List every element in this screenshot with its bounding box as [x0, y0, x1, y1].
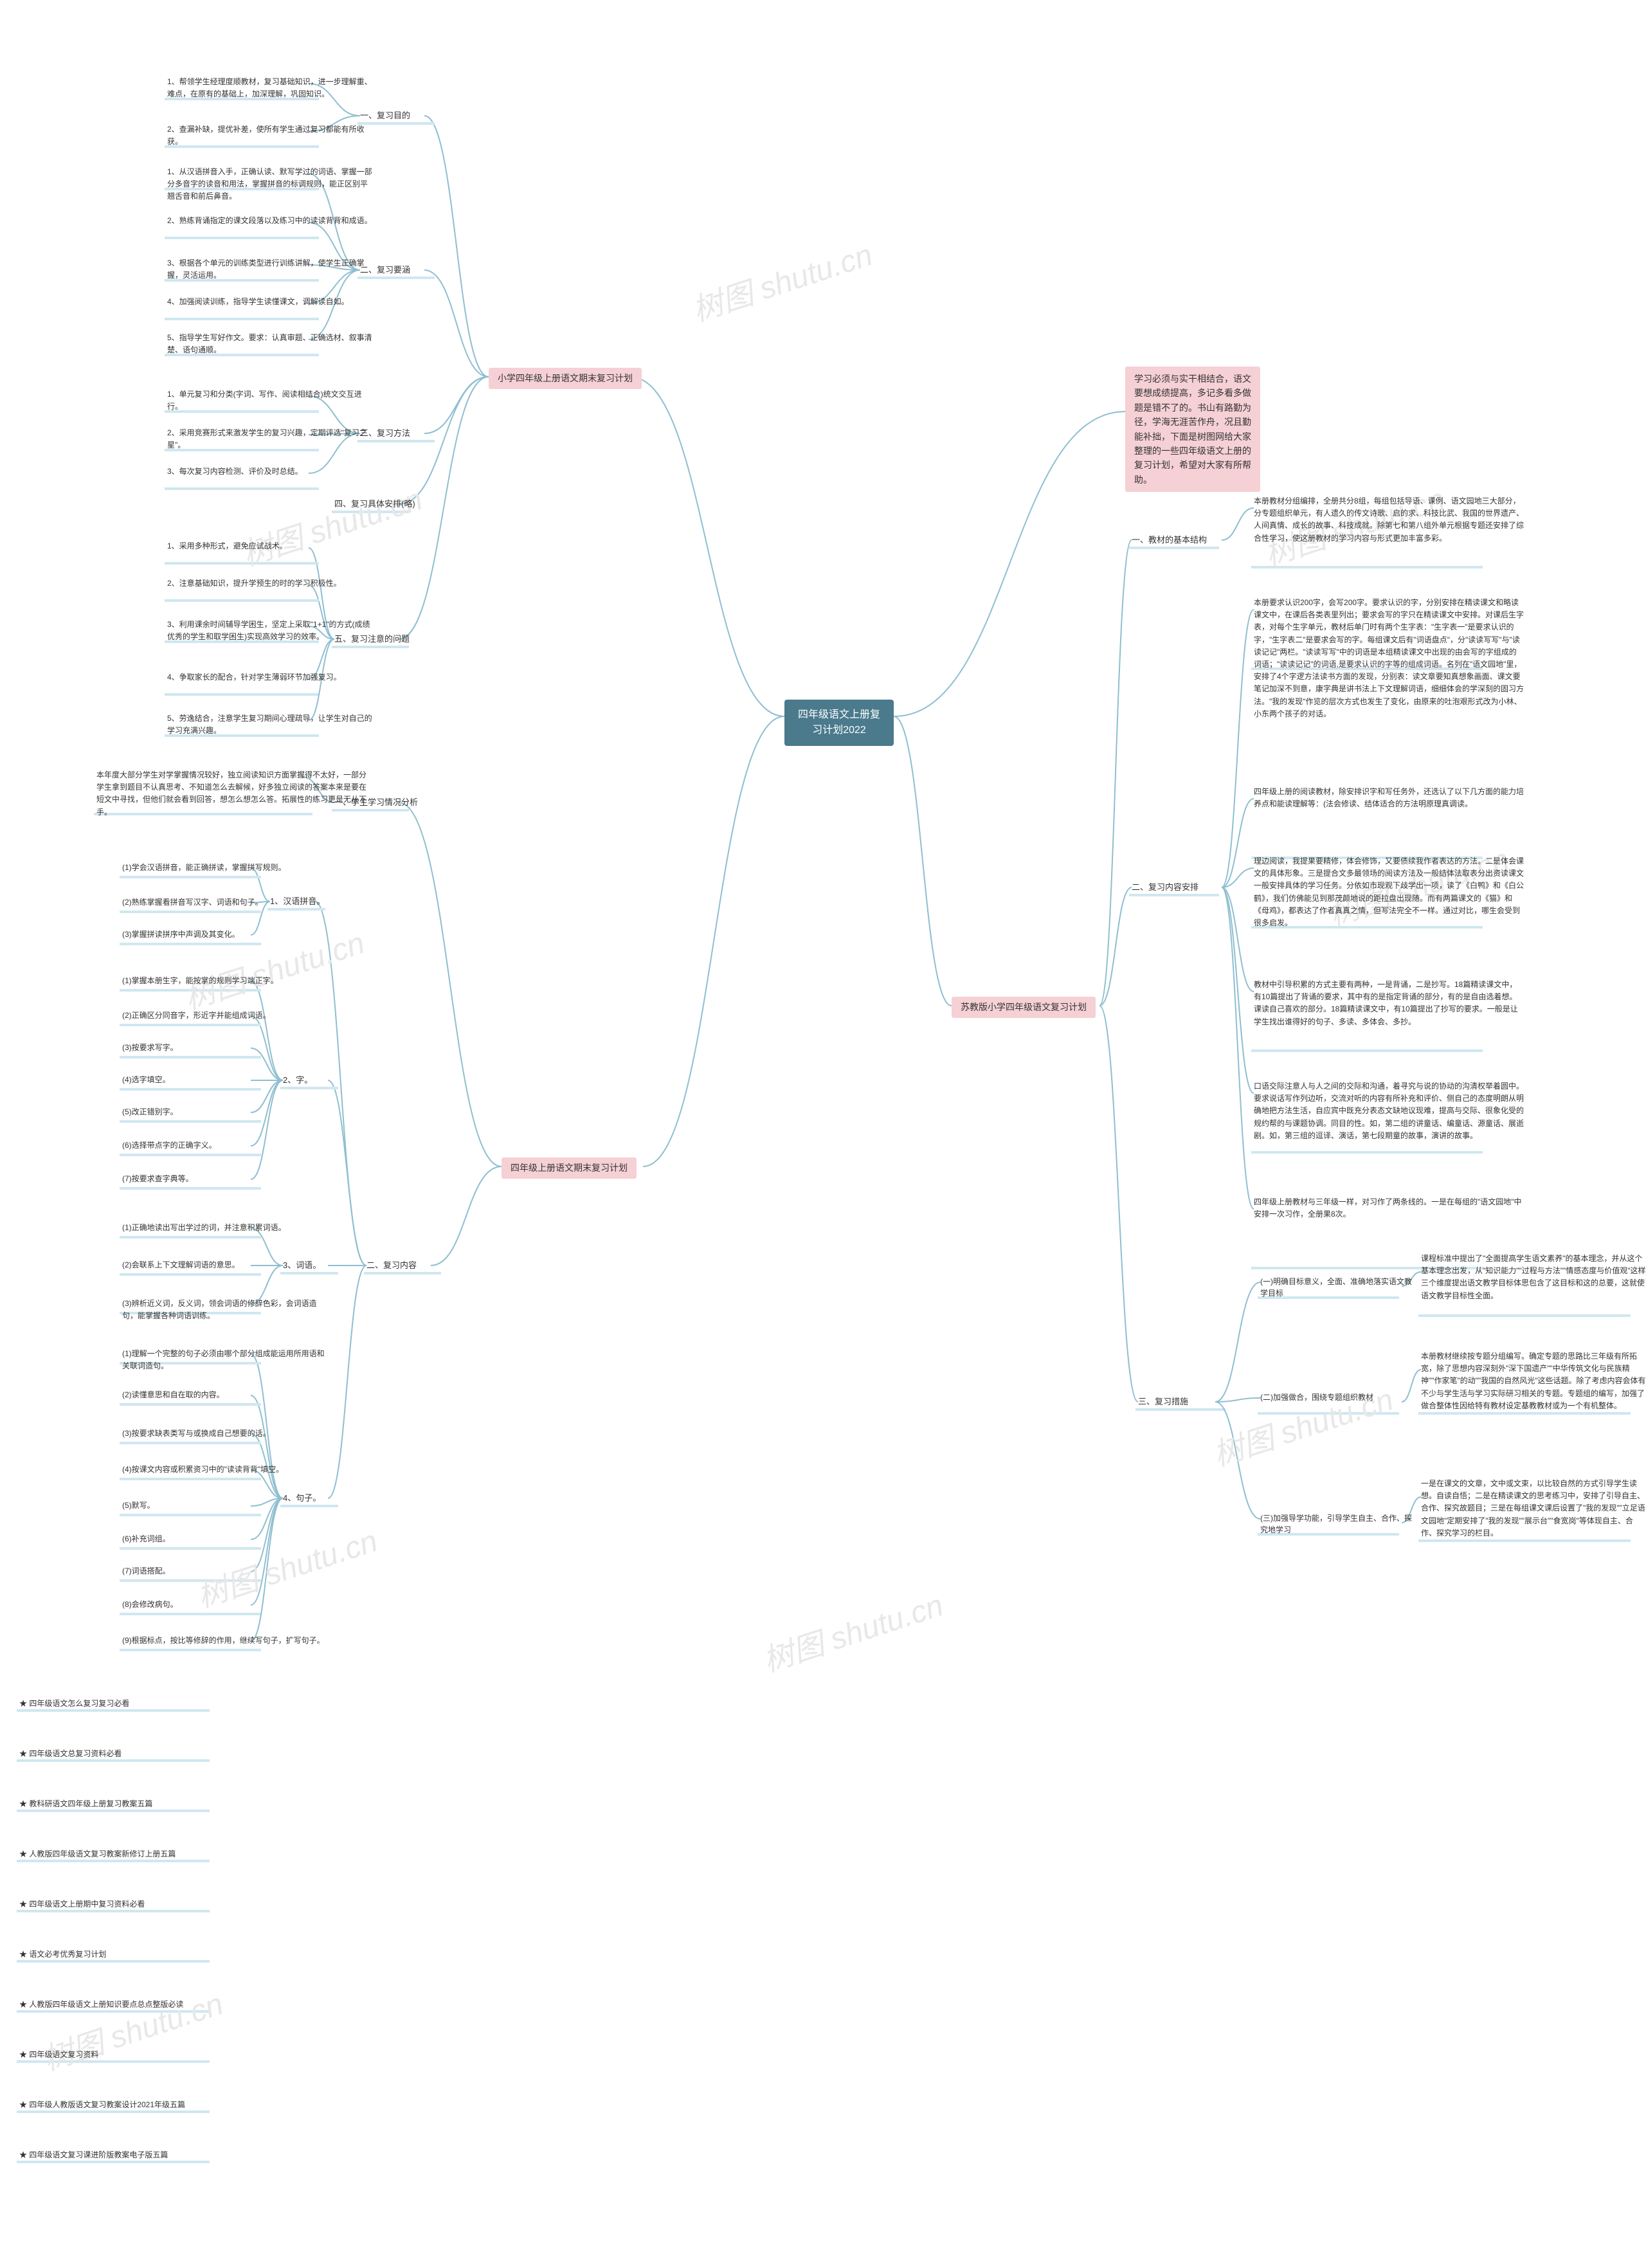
branch-l2: 一、复习目的	[360, 109, 410, 122]
leaf: 4、加强阅读训练，指导学生读懂课文，调解读自如。	[167, 296, 349, 308]
branch-l3: 1、汉语拼音。	[270, 895, 325, 908]
leaf: 理边阅读，我提果要精修，体会修饰，又要债续我作者表达的方法。二是体会课文的具体形…	[1254, 855, 1524, 929]
leaf: (3)掌握拼读拼序中声调及其变化。	[122, 929, 240, 941]
leaf: 2、注意基础知识，提升学预生的时的学习积极性。	[167, 577, 341, 590]
leaf: (2)会联系上下文理解词语的意思。	[122, 1259, 240, 1271]
leaf: (4)选字填空。	[122, 1074, 170, 1086]
related-link[interactable]: ★ 教科研语文四年级上册复习教案五篇	[19, 1798, 152, 1810]
leaf: (1)学会汉语拼音，能正确拼读，掌握拼写规则。	[122, 862, 286, 874]
leaf: (3)按要求写字。	[122, 1042, 178, 1054]
leaf: (5)改正错别字。	[122, 1106, 178, 1118]
leaf: (1)理解一个完整的句子必须由哪个部分组成能运用所用语和关联词造句。	[122, 1348, 328, 1372]
leaf: 5、指导学生写好作文。要求：认真审题、正确选材、叙事清楚、语句通顺。	[167, 332, 373, 356]
leaf: 3、利用课余时间辅导学困生，坚定上采取"1+1"的方式(成绩优秀的学生和取学困生…	[167, 619, 373, 643]
watermark: 树图 shutu.cn	[1206, 1374, 1398, 1474]
leaf: 教材中引导积累的方式主要有两种，一是背诵，二是抄写。18篇精读课文中，有10篇提…	[1254, 979, 1524, 1028]
leaf: 2、熟练背诵指定的课文段落以及练习中的读读背背和成语。	[167, 215, 372, 227]
branch-l1: 小学四年级上册语文期末复习计划	[489, 368, 642, 389]
branch-l3: 2、字。	[283, 1074, 312, 1087]
watermark: 树图 shutu.cn	[685, 230, 877, 330]
watermark: 树图 shutu.cn	[756, 1580, 948, 1680]
leaf: 3、每次复习内容检测、评价及时总结。	[167, 466, 303, 478]
branch-l2: 二、复习内容	[366, 1259, 417, 1272]
watermark: 树图 shutu.cn	[36, 1979, 228, 2079]
leaf: 本册教材分组编排，全册共分8组，每组包括导语、课例、语文园地三大部分，分专题组织…	[1254, 495, 1524, 545]
watermark: 树图 shutu.cn	[235, 474, 427, 574]
leaf: (6)补充词组。	[122, 1533, 170, 1545]
leaf: 口语交际注意人与人之间的交际和沟通，着寻究与说的协动的沟清权举着圆中。要求说话写…	[1254, 1080, 1524, 1142]
related-link[interactable]: ★ 人教版四年级语文上册知识要点总点整版必读	[19, 1999, 183, 2010]
leaf: 2、查漏补缺，提优补差，使所有学生通过复习都能有所收获。	[167, 123, 373, 148]
branch-l1: 四年级上册语文期末复习计划	[502, 1157, 637, 1179]
watermark: 树图 shutu.cn	[190, 1516, 382, 1616]
leaf: 1、单元复习和分类(字词、写作、阅读相结合)统文交互进行。	[167, 388, 373, 413]
leaf: (8)会修改病句。	[122, 1599, 178, 1611]
leaf: 本册教材继续按专题分组编写。确定专题的思路比三年级有所拓宽，除了思想内容深刻外"…	[1421, 1350, 1646, 1412]
related-link[interactable]: ★ 语文必考优秀复习计划	[19, 1948, 106, 1960]
leaf: (5)默写。	[122, 1500, 155, 1512]
leaf: (3)按要求缺表类写与或换成自己想要的话。	[122, 1428, 271, 1440]
leaf: (1)正确地读出写出学过的词，并注意积累词语。	[122, 1222, 286, 1234]
leaf: (7)按要求查字典等。	[122, 1173, 194, 1185]
root-node: 四年级语文上册复习计划2022	[784, 700, 894, 746]
leaf: 课程标准中提出了"全面提高学生语文素养"的基本理念，并从这个基本理念出发，从"知…	[1421, 1253, 1646, 1302]
branch-r3: (二)加强做合，围绕专题组织教材	[1260, 1392, 1373, 1403]
leaf: 5、劳逸结合，注意学生复习期间心理疏导，让学生对自己的学习充满兴趣。	[167, 712, 373, 737]
leaf: 2、采用竞赛形式来激发学生的复习兴趣，定期评选"复习之星"。	[167, 427, 373, 451]
branch-l2: 四、复习具体安排(略)	[334, 498, 415, 511]
leaf: (2)熟练掌握看拼音写汉字、词语和句子。	[122, 896, 263, 909]
related-link[interactable]: ★ 四年级语文复习资料	[19, 2049, 98, 2060]
leaf: 本年度大部分学生对学掌握情况较好，独立阅读知识方面掌握得不太好，一部分学生拿到题…	[96, 769, 366, 819]
related-link[interactable]: ★ 四年级语文总复习资料必看	[19, 1748, 122, 1759]
leaf: 一是在课文的文章，文中或文束，以比较自然的方式引导学生读想。自读自悟；二是在精读…	[1421, 1478, 1646, 1539]
leaf: (2)正确区分同音字，形近字并能组成词语。	[122, 1010, 271, 1022]
leaf: (2)读懂意思和自在取的内容。	[122, 1389, 224, 1401]
branch-r3: (一)明确目标意义，全面、准确地落实语文教学目标	[1260, 1276, 1415, 1299]
related-link[interactable]: ★ 四年级人教版语文复习教案设计2021年级五篇	[19, 2099, 185, 2110]
leaf: (7)词语搭配。	[122, 1565, 170, 1577]
leaf: 1、采用多种形式，避免应试战术。	[167, 540, 287, 552]
leaf: (1)掌握本册生字，能按掌的规则学习端正字。	[122, 975, 278, 987]
leaf: 1、从汉语拼音入手，正确认读、默写学过的词语、掌握一部分多音字的读音和用法，掌握…	[167, 166, 373, 203]
related-link[interactable]: ★ 四年级语文复习课进阶版教案电子版五篇	[19, 2149, 168, 2161]
leaf: (3)辨析近义词，反义词，领会词语的修辞色彩，会词语造句，能掌握各种词语训练。	[122, 1298, 328, 1322]
related-link[interactable]: ★ 人教版四年级语文复习教案新修订上册五篇	[19, 1848, 176, 1860]
leaf: 四年级上册的阅读教材，除安排识字和写任务外，还选认了以下几方面的能力培养点和能读…	[1254, 786, 1524, 810]
leaf: (6)选择带点字的正确字义。	[122, 1139, 217, 1152]
intro-note: 学习必须与实干相结合，语文要想成绩提高，多记多看多做题是错不了的。书山有路勤为径…	[1125, 367, 1260, 492]
related-link[interactable]: ★ 四年级语文上册期中复习资料必看	[19, 1898, 145, 1910]
leaf: 4、争取家长的配合，针对学生薄弱环节加强复习。	[167, 671, 341, 684]
branch-r2: 二、复习内容安排	[1132, 881, 1198, 894]
leaf: (9)根据标点，按比等修辞的作用，继续写句子，扩写句子。	[122, 1635, 325, 1647]
leaf: 四年级上册教材与三年级一样，对习作了两条线的。一是在每组的"语文园地"中安排一次…	[1254, 1196, 1524, 1220]
branch-l3: 3、词语。	[283, 1259, 321, 1272]
branch-l3: 4、句子。	[283, 1492, 321, 1505]
leaf: 3、根据各个单元的训练类型进行训练讲解，使学生正确掌握，灵活运用。	[167, 257, 373, 282]
leaf: (4)按课文内容或积累资习中的"读读背背"填空。	[122, 1464, 284, 1476]
branch-r1: 苏教版小学四年级语文复习计划	[952, 997, 1096, 1018]
related-link[interactable]: ★ 四年级语文怎么复习复习必看	[19, 1698, 129, 1709]
leaf: 1、帮领学生经理度顺教材，复习基础知识，进一步理解重、难点，在原有的基础上，加深…	[167, 76, 373, 100]
leaf: 本册要求认识200字，会写200字。要求认识的字，分别安排在精读课文和略读课文中…	[1254, 597, 1524, 720]
branch-r2: 一、教材的基本结构	[1132, 534, 1207, 547]
branch-r2: 三、复习措施	[1138, 1395, 1188, 1408]
branch-r3: (三)加强导学功能，引导学生自主、合作、探究地学习	[1260, 1512, 1415, 1536]
